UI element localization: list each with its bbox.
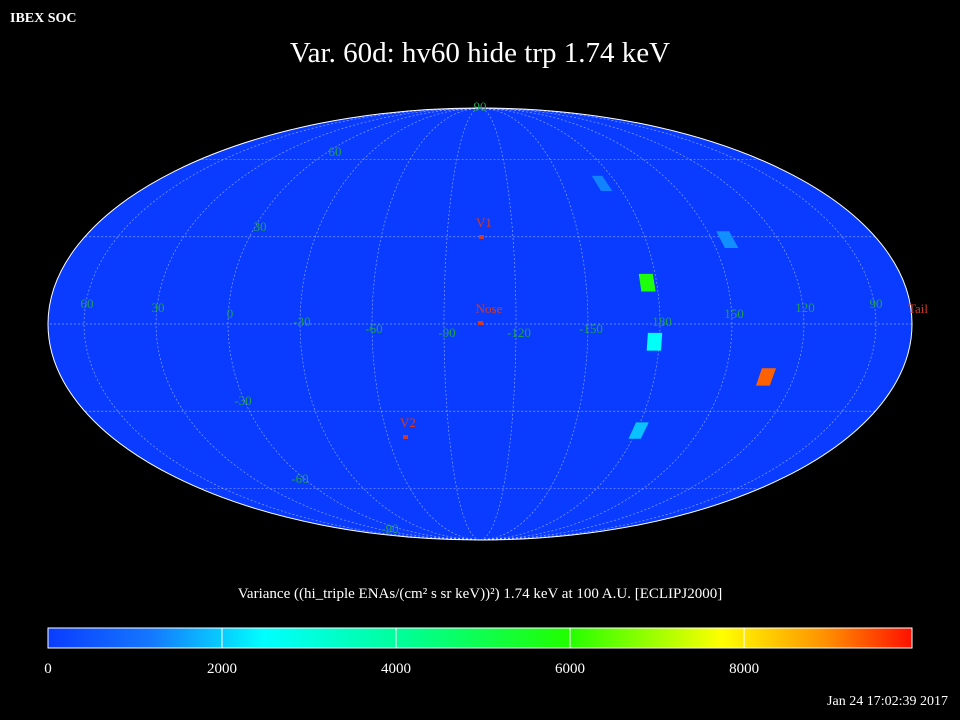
lat-label: 30 [254, 219, 267, 234]
lon-label: 60 [81, 296, 94, 311]
colorbar-tick-label: 0 [44, 661, 52, 677]
colorbar-tick-label: 8000 [729, 661, 759, 677]
lat-label: -90 [381, 521, 398, 536]
colorbar-ticks: 0 2000 4000 6000 8000 [44, 628, 759, 677]
title: Var. 60d: hv60 hide trp 1.74 keV [290, 37, 670, 69]
colorbar-title: Variance ((hi_triple ENAs/(cm² s sr keV)… [238, 586, 722, 602]
pixel [646, 332, 663, 351]
lon-label: 120 [795, 300, 815, 315]
lon-label: -120 [507, 325, 531, 340]
lat-label: 60 [329, 144, 342, 159]
timestamp: Jan 24 17:02:39 2017 [827, 694, 948, 709]
pixel [628, 422, 649, 439]
marker-label: V2 [400, 415, 416, 430]
lon-label: 180 [652, 314, 672, 329]
lon-label: -90 [438, 325, 455, 340]
lat-label: 90 [474, 99, 487, 114]
pixel [756, 368, 776, 386]
lon-label: -60 [365, 321, 382, 336]
lon-label: 30 [152, 300, 165, 315]
pixel [716, 231, 739, 248]
lon-label: -30 [293, 314, 310, 329]
meridian [479, 107, 661, 541]
marker [479, 235, 484, 239]
marker-label: V1 [476, 215, 492, 230]
colorbar-tick-label: 6000 [555, 661, 585, 677]
lon-label: 90 [870, 296, 883, 311]
colorbar [47, 627, 913, 649]
pixel [638, 273, 656, 292]
marker-label: Nose [476, 301, 503, 316]
lon-label: 150 [724, 306, 744, 321]
meridian [443, 107, 481, 541]
colorbar-tick-label: 4000 [381, 661, 411, 677]
lon-label: 0 [227, 306, 234, 321]
marker [478, 321, 483, 325]
pixel [591, 175, 613, 191]
lat-label: -30 [234, 393, 251, 408]
lon-label: -150 [579, 321, 603, 336]
marker-label: Tail [908, 301, 928, 316]
map-labels: 60 30 0 -30 -60 -90 -120 -150 180 150 12… [81, 99, 929, 536]
lat-label: -60 [291, 471, 308, 486]
soc-label: IBEX SOC [10, 11, 77, 26]
colorbar-tick-label: 2000 [207, 661, 237, 677]
marker [403, 435, 408, 439]
